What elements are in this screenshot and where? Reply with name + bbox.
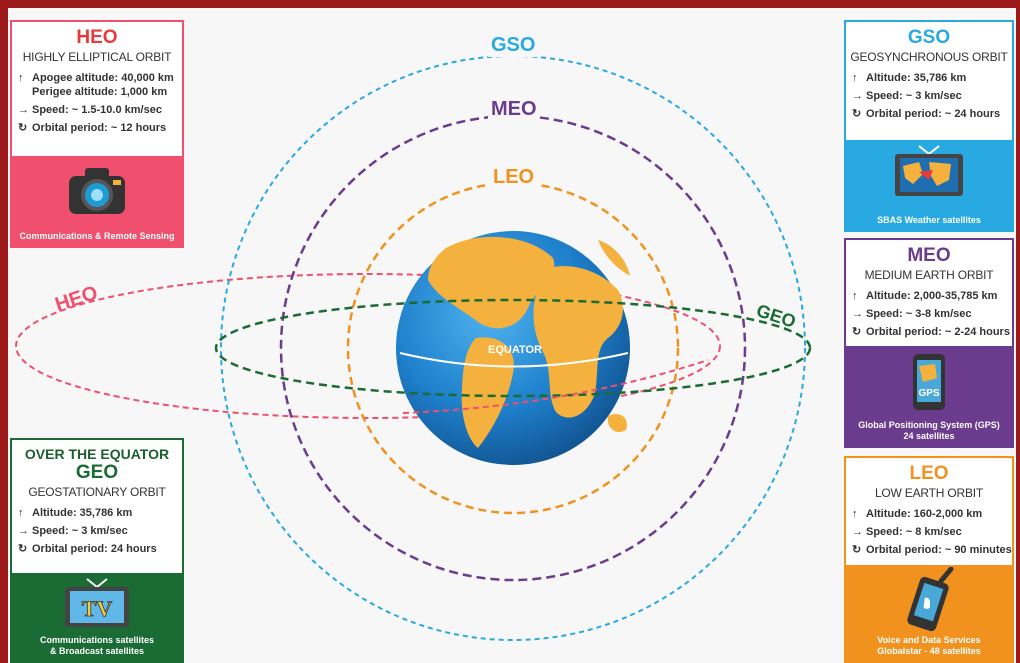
card-abbr: MEO	[907, 245, 951, 266]
speed-arrow-icon: →	[852, 308, 863, 320]
card-footer-line1: Global Positioning System (GPS)	[858, 420, 1000, 430]
period-cycle-icon: ↻	[852, 544, 862, 556]
card-over-equator: OVER THE EQUATOR	[24, 446, 170, 462]
card-period: Orbital period: ~ 24 hours	[866, 108, 1001, 120]
geo-orbit-path	[214, 298, 812, 398]
card-full-name: GEOSTATIONARY ORBIT	[28, 485, 166, 499]
card-footer: GPS Global Positioning System (GPS) 24 sa…	[846, 346, 1012, 446]
card-altitude: Altitude: 35,786 km	[32, 507, 133, 519]
earth-globe	[396, 231, 630, 465]
gps-icon-text: GPS	[918, 388, 939, 399]
leo-orbit-label: LEO	[490, 166, 538, 189]
card-abbr: LEO	[909, 463, 949, 484]
diagram-frame: GSO MEO LEO HEO GEO EQUATOR HEO HIGHLY E…	[8, 8, 1016, 663]
tv-icon: TV	[65, 578, 129, 627]
gso-info-card: GSO GEOSYNCHRONOUS ORBIT ↑ Altitude: 35,7…	[844, 20, 1014, 232]
card-footer-label: Communications & Remote Sensing	[19, 231, 175, 241]
period-cycle-icon: ↻	[852, 326, 862, 338]
card-footer: Voice and Data Services Globalstar - 48 s…	[846, 565, 1012, 661]
card-apogee: Apogee altitude: 40,000 km	[32, 72, 174, 84]
meo-info-card: MEO MEDIUM EARTH ORBIT ↑ Altitude: 2,000-…	[844, 238, 1014, 448]
card-footer: Communications & Remote Sensing	[12, 156, 182, 246]
card-speed: Speed: ~ 3 km/sec	[32, 525, 128, 537]
card-footer-label: Global Positioning System (GPS) 24 satell…	[846, 420, 1012, 442]
gso-orbit-path	[220, 55, 806, 641]
card-full-name: HIGHLY ELLIPTICAL ORBIT	[22, 50, 172, 64]
card-footer-label: Communications satellites & Broadcast sat…	[12, 635, 182, 657]
card-footer: SBAS Weather satellites	[846, 140, 1012, 230]
card-altitude: Altitude: 160-2,000 km	[866, 508, 983, 520]
period-cycle-icon: ↻	[852, 108, 862, 120]
heo-orbit-front	[402, 359, 709, 414]
card-speed: Speed: ~ 3-8 km/sec	[866, 308, 972, 320]
camera-icon	[69, 168, 125, 214]
heo-orbit-path	[15, 273, 721, 419]
card-period: Orbital period: ~ 90 minutes	[866, 544, 1012, 556]
satellite-phone-icon	[907, 566, 954, 632]
period-cycle-icon: ↻	[18, 543, 28, 555]
speed-arrow-icon: →	[18, 104, 29, 116]
altitude-arrow-icon: ↑	[18, 72, 24, 84]
leo-orbit-path	[346, 181, 680, 515]
card-abbr: GSO	[907, 27, 951, 48]
card-speed: Speed: ~ 3 km/sec	[866, 90, 962, 102]
card-perigee: Perigee altitude: 1,000 km	[32, 86, 168, 98]
weather-map-tv-icon	[895, 145, 963, 196]
card-footer-line2: Globalstar - 48 satellites	[877, 646, 981, 656]
card-abbr: HEO	[76, 27, 118, 48]
heo-info-card: HEO HIGHLY ELLIPTICAL ORBIT ↑ Apogee alti…	[10, 20, 184, 248]
card-period: Orbital period: ~ 2-24 hours	[866, 326, 1010, 338]
period-cycle-icon: ↻	[18, 122, 28, 134]
card-period: Orbital period: ~ 12 hours	[32, 122, 167, 134]
card-footer: TV Communications satellites & Broadcast …	[12, 573, 182, 661]
card-full-name: MEDIUM EARTH ORBIT	[864, 268, 994, 282]
card-full-name: LOW EARTH ORBIT	[874, 486, 984, 500]
gso-orbit-label: GSO	[488, 34, 539, 57]
card-abbr: GEO	[75, 462, 119, 483]
altitude-arrow-icon: ↑	[852, 72, 858, 84]
equator-label: EQUATOR	[488, 344, 542, 356]
card-speed: Speed: ~ 1.5-10.0 km/sec	[32, 104, 162, 116]
card-full-name: GEOSYNCHRONOUS ORBIT	[850, 50, 1008, 64]
card-altitude: Altitude: 2,000-35,785 km	[866, 290, 998, 302]
card-footer-line1: Voice and Data Services	[877, 635, 981, 645]
tv-icon-text: TV	[82, 596, 113, 621]
leo-info-card: LEO LOW EARTH ORBIT ↑ Altitude: 160-2,000…	[844, 456, 1014, 663]
altitude-arrow-icon: ↑	[852, 508, 858, 520]
speed-arrow-icon: →	[18, 525, 29, 537]
card-footer-label: SBAS Weather satellites	[877, 215, 981, 225]
altitude-arrow-icon: ↑	[852, 290, 858, 302]
meo-orbit-label: MEO	[488, 98, 540, 121]
geo-info-card: OVER THE EQUATOR GEO GEOSTATIONARY ORBIT…	[10, 438, 184, 663]
card-footer-label: Voice and Data Services Globalstar - 48 s…	[846, 635, 1012, 657]
card-footer-line2: 24 satellites	[903, 431, 955, 441]
card-period: Orbital period: 24 hours	[32, 543, 157, 555]
card-footer-line1: Communications satellites	[39, 635, 155, 645]
gps-phone-icon: GPS	[913, 354, 945, 410]
speed-arrow-icon: →	[852, 526, 863, 538]
card-altitude: Altitude: 35,786 km	[866, 72, 967, 84]
orbit-diagram	[15, 55, 812, 641]
speed-arrow-icon: →	[852, 90, 863, 102]
card-speed: Speed: ~ 8 km/sec	[866, 526, 962, 538]
altitude-arrow-icon: ↑	[18, 507, 24, 519]
card-footer-line2: & Broadcast satellites	[49, 646, 145, 656]
